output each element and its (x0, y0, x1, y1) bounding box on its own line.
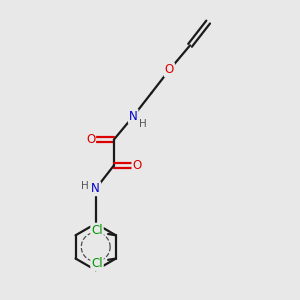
Text: O: O (165, 63, 174, 76)
Text: H: H (81, 181, 89, 191)
Text: O: O (86, 133, 95, 146)
Text: Cl: Cl (91, 224, 103, 237)
Text: O: O (133, 159, 142, 172)
Text: N: N (129, 110, 138, 123)
Text: H: H (139, 118, 147, 129)
Text: Cl: Cl (91, 257, 103, 270)
Text: N: N (91, 182, 100, 195)
